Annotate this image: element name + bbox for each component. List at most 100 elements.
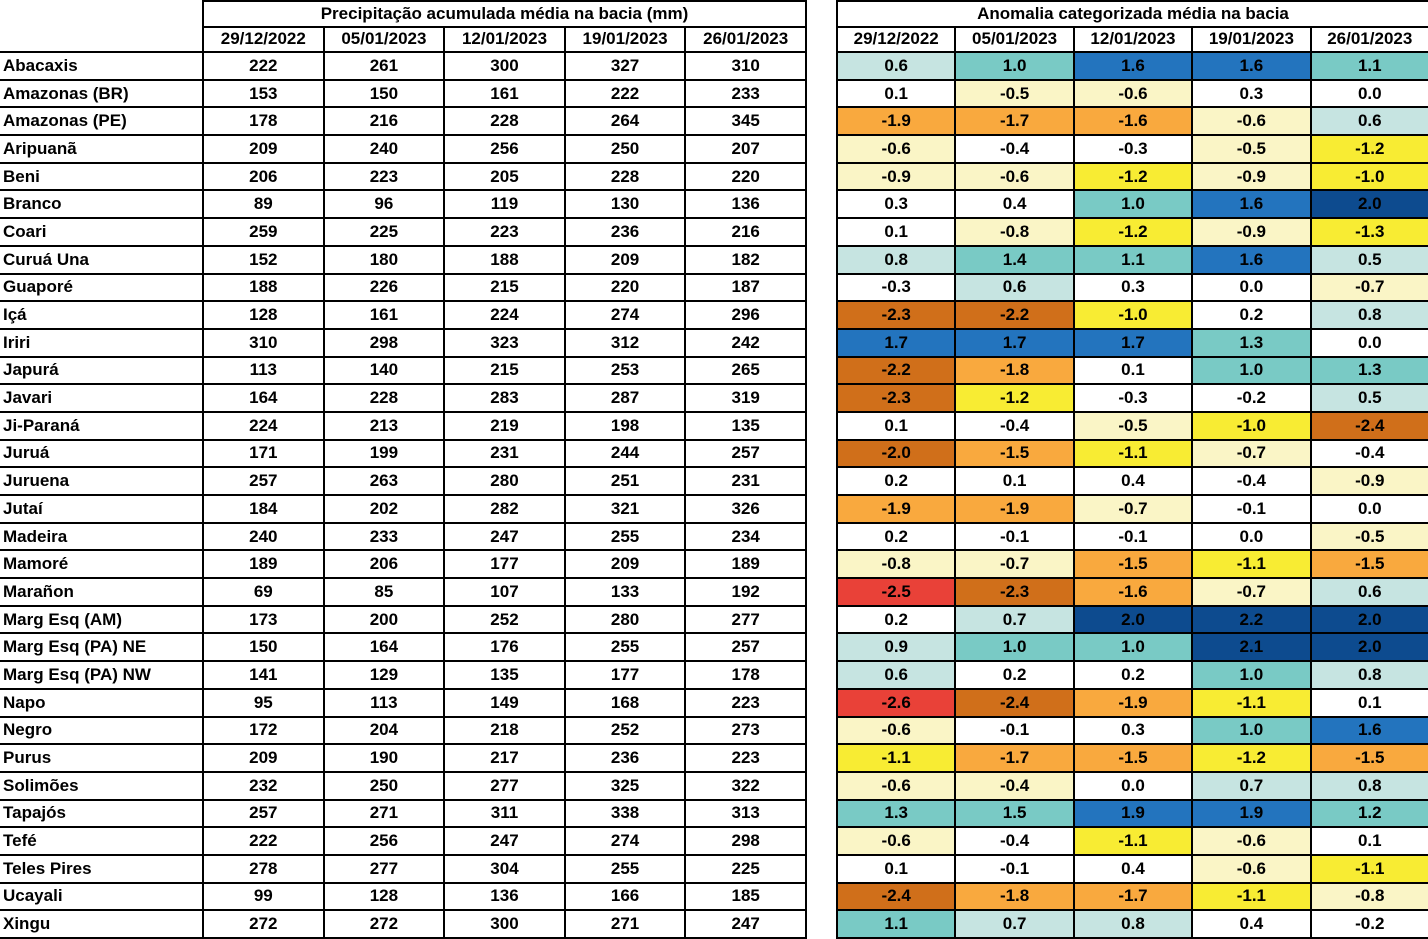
precip-value-cell: 171 [202,438,325,469]
precip-value-cell: 282 [443,494,566,524]
date-header: 12/01/2023 [1072,25,1194,53]
anomaly-value-cell: 1.3 [1309,355,1428,386]
precip-value-cell: 220 [563,272,687,303]
precip-value-cell: 184 [202,494,325,524]
anomaly-table: Anomalia categorizada média na bacia 29/… [835,0,1428,939]
precip-value-cell: 247 [443,521,566,552]
basin-label: Solimões [0,770,204,801]
precip-value-cell: 206 [202,161,325,192]
precip-value-cell: 325 [563,770,687,801]
precip-value-cell: 224 [202,410,325,441]
basin-label: Napo [0,687,204,718]
anomaly-table-row: 0.1 -0.4 -0.5 -1.0 -2.4 [835,410,1428,441]
precip-value-cell: 298 [322,327,446,358]
anomaly-value-cell: 0.7 [954,909,1075,939]
precip-value-cell: 257 [684,632,807,663]
anomaly-value-cell: -0.7 [954,549,1075,580]
precip-value-cell: 119 [443,189,566,220]
anomaly-value-cell: 0.8 [1072,909,1194,939]
anomaly-value-cell: -0.4 [954,134,1075,164]
anomaly-value-cell: 1.0 [1191,660,1312,690]
precip-value-cell: 220 [684,161,807,192]
anomaly-value-cell: 1.3 [1191,327,1312,358]
precip-value-cell: 256 [322,826,446,856]
anomaly-value-cell: -1.5 [1072,549,1194,580]
precip-value-cell: 69 [202,577,325,607]
anomaly-table-row: 0.1 -0.5 -0.6 0.3 0.0 [835,78,1428,109]
anomaly-value-cell: -2.3 [835,300,957,330]
anomaly-value-cell: -2.2 [954,300,1075,330]
precipitation-table-row: Madeira 240 233 247 255 234 [0,521,807,552]
anomaly-value-cell: -1.0 [1191,410,1312,441]
precip-value-cell: 273 [684,715,807,746]
anomaly-value-cell: 1.1 [1072,244,1194,275]
anomaly-table-row: -2.0 -1.5 -1.1 -0.7 -0.4 [835,438,1428,469]
anomaly-value-cell: -0.3 [1072,134,1194,164]
anomaly-value-cell: -1.2 [1072,217,1194,247]
precip-value-cell: 231 [443,438,566,469]
basin-label: Iriri [0,327,204,358]
precip-value-cell: 202 [322,494,446,524]
anomaly-value-cell: -2.2 [835,355,957,386]
anomaly-value-cell: -0.4 [954,770,1075,801]
precipitation-table-row: Abacaxis 222 261 300 327 310 [0,51,807,81]
precip-value-cell: 224 [443,300,566,330]
anomaly-value-cell: 0.6 [954,272,1075,303]
precip-value-cell: 153 [202,78,325,109]
date-header: 05/01/2023 [322,25,446,53]
precip-value-cell: 233 [322,521,446,552]
anomaly-table-row: -2.4 -1.8 -1.7 -1.1 -0.8 [835,881,1428,912]
precipitation-table-row: Mamoré 189 206 177 209 189 [0,549,807,580]
anomaly-value-cell: 1.0 [954,51,1075,81]
precip-value-cell: 234 [684,521,807,552]
anomaly-value-cell: -0.7 [1072,494,1194,524]
precip-value-cell: 222 [202,51,325,81]
precip-value-cell: 257 [684,438,807,469]
anomaly-value-cell: 0.1 [835,853,957,884]
anomaly-table-row: -1.9 -1.9 -0.7 -0.1 0.0 [835,494,1428,524]
anomaly-value-cell: -0.9 [1309,466,1428,496]
basin-label: Madeira [0,521,204,552]
date-header: 19/01/2023 [563,25,687,53]
precip-value-cell: 298 [684,826,807,856]
precip-value-cell: 255 [563,853,687,884]
precipitation-table-row: Ucayali 99 128 136 166 185 [0,881,807,912]
precip-value-cell: 296 [684,300,807,330]
basin-label: Tefé [0,826,204,856]
precip-value-cell: 216 [684,217,807,247]
anomaly-value-cell: -0.2 [1191,383,1312,413]
anomaly-value-cell: 1.0 [1072,189,1194,220]
anomaly-value-cell: -1.3 [1309,217,1428,247]
anomaly-value-cell: 1.5 [954,798,1075,829]
precipitation-table-row: Guaporé 188 226 215 220 187 [0,272,807,303]
precip-value-cell: 200 [322,604,446,635]
precip-value-cell: 173 [202,604,325,635]
anomaly-value-cell: -1.2 [1072,161,1194,192]
anomaly-value-cell: -1.9 [835,106,957,137]
anomaly-value-cell: 0.1 [835,78,957,109]
precip-value-cell: 216 [322,106,446,137]
precip-value-cell: 257 [202,466,325,496]
anomaly-value-cell: 0.9 [835,632,957,663]
anomaly-table-title: Anomalia categorizada média na bacia [836,0,1428,28]
precip-value-cell: 233 [684,78,807,109]
anomaly-value-cell: -0.5 [954,78,1075,109]
precip-value-cell: 223 [684,687,807,718]
precip-value-cell: 326 [684,494,807,524]
precip-value-cell: 310 [202,327,325,358]
precip-value-cell: 247 [443,826,566,856]
precip-value-cell: 251 [563,466,687,496]
anomaly-value-cell: 1.2 [1309,798,1428,829]
precipitation-table-row: Negro 172 204 218 252 273 [0,715,807,746]
precipitation-table-row: Marg Esq (AM) 173 200 252 280 277 [0,604,807,635]
anomaly-value-cell: -0.5 [1309,521,1428,552]
anomaly-table-row: 0.2 0.1 0.4 -0.4 -0.9 [835,466,1428,496]
anomaly-value-cell: 0.8 [835,244,957,275]
anomaly-value-cell: 1.6 [1191,244,1312,275]
anomaly-table-row: -0.3 0.6 0.3 0.0 -0.7 [835,272,1428,303]
anomaly-value-cell: 1.1 [835,909,957,939]
anomaly-value-cell: 0.2 [835,521,957,552]
anomaly-table-row: -2.3 -2.2 -1.0 0.2 0.8 [835,300,1428,330]
anomaly-value-cell: -1.5 [1072,743,1194,773]
precipitation-table-row: Marg Esq (PA) NW 141 129 135 177 178 [0,660,807,690]
